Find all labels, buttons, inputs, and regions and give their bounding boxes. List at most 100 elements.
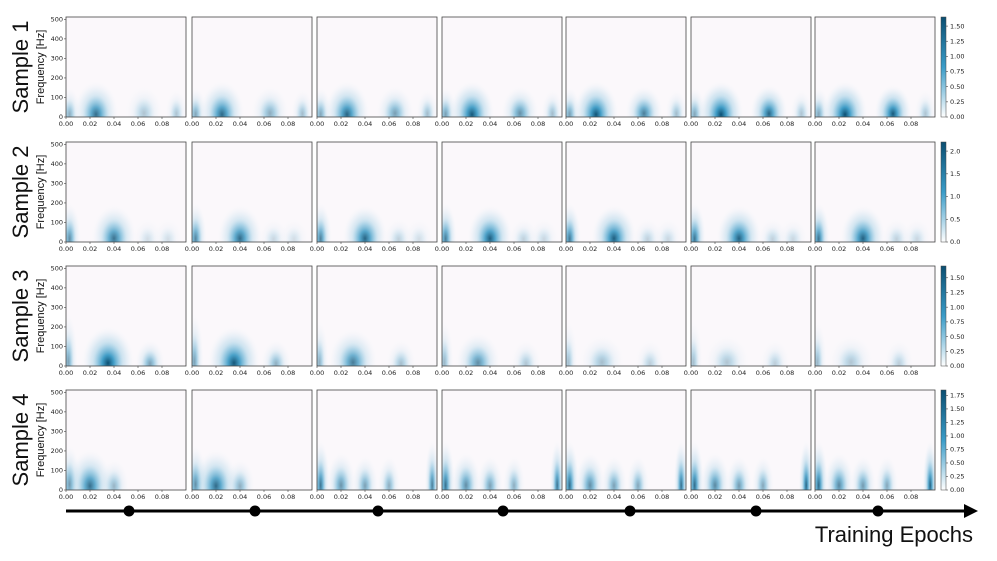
x-tick-label: 0.02 [334,493,348,501]
colorbar: 0.00 0.25 0.50 0.75 1.00 1.25 1.50 [940,265,964,370]
colorbar-tick-label: 1.00 [950,303,964,311]
x-tick-label: 0.02 [209,369,223,377]
x-tick-label: 0.02 [209,493,223,501]
spectral-energy-blob [508,96,532,117]
spectral-energy-blob [66,215,77,242]
y-tick-label: 500 [51,16,63,24]
spectral-energy-blob [587,345,617,366]
spectral-energy-blob [765,348,785,366]
spectrogram-row: Sample 4 Frequency [Hz]0.00 0.02 0.04 0.06 0.… [8,389,964,501]
x-tick-label: 0.06 [756,493,770,501]
spectral-energy-blob [757,95,781,117]
colorbar-tick-label: 1.50 [950,405,964,413]
spectrogram-row: Sample 1 Frequency [Hz]0.00 0.02 0.04 0.06 0.… [8,16,964,128]
spectral-energy-blob [566,215,577,242]
spectrogram-panel: 0.00 0.02 0.04 0.06 0.08 [559,265,687,377]
x-tick-label: 0.06 [507,369,521,377]
x-tick-label: 0.04 [107,369,121,377]
panel-frame [65,16,187,118]
x-tick-label: 0.04 [358,369,372,377]
spectral-energy-blob [691,215,702,242]
x-tick-label: 0.06 [880,369,894,377]
y-tick-label: 300 [51,55,63,63]
spectral-energy-blob [815,215,826,242]
panel-frame [565,141,687,243]
x-tick-label: 0.04 [107,245,121,253]
spectral-energy-blob [264,225,284,242]
x-tick-label: 0.00 [59,493,73,501]
panel-frame [316,389,438,491]
spectral-energy-blob [456,464,476,490]
spectral-energy-blob [442,335,451,366]
spectral-energy-blob [763,225,783,242]
colorbar-tick-label: 0.00 [950,486,964,494]
x-tick-label: 0.08 [904,369,918,377]
x-tick-label: 0.02 [83,369,97,377]
spectral-energy-blob [317,335,326,366]
x-tick-label: 0.04 [483,245,497,253]
colorbar: 0.00 0.25 0.50 0.75 1.00 1.25 1.50 [940,16,964,121]
spectrogram-panel: 0.00 0.02 0.04 0.06 0.08 [310,16,438,128]
spectral-energy-blob [158,225,178,242]
x-tick-label: 0.04 [856,369,870,377]
y-tick-label: 200 [51,447,63,455]
y-tick-label: 100 [51,467,63,475]
panel-frame [441,389,563,491]
x-tick-label: 0.04 [483,120,497,128]
x-tick-label: 0.06 [257,120,271,128]
spectral-energy-blob [140,348,160,366]
x-tick-label: 0.02 [708,245,722,253]
spectral-energy-blob [881,95,905,117]
spectrogram-panel: 0.00 0.02 0.04 0.06 0.08 0 100 200 300 400 500 [51,141,187,253]
spectral-energy-blob [918,98,933,117]
x-tick-label: 0.04 [607,120,621,128]
x-tick-label: 0.00 [310,369,324,377]
x-tick-label: 0.08 [655,245,669,253]
y-tick-label: 300 [51,180,63,188]
spectral-energy-blob [381,466,397,490]
x-tick-label: 0.00 [310,245,324,253]
spectral-energy-blob [383,96,407,117]
y-tick-label: 400 [51,284,63,292]
spectrogram-panel: 0.00 0.02 0.04 0.06 0.08 [808,389,936,501]
panel-frame [690,389,812,491]
x-tick-label: 0.00 [559,120,573,128]
colorbar-scale [940,389,947,491]
x-tick-label: 0.02 [832,245,846,253]
y-tick-label: 100 [51,343,63,351]
panel-frame [690,16,812,118]
x-tick-label: 0.04 [607,245,621,253]
panel-frame [690,265,812,367]
spectrogram-panel: 0.00 0.02 0.04 0.06 0.08 [684,141,812,253]
x-tick-label: 0.08 [281,369,295,377]
x-tick-label: 0.04 [483,493,497,501]
x-tick-label: 0.08 [281,120,295,128]
x-tick-label: 0.08 [904,120,918,128]
colorbar-tick-label: 0.50 [950,333,964,341]
colorbar-tick-label: 1.25 [950,289,964,297]
spectrogram-panel: 0.00 0.02 0.04 0.06 0.08 [808,265,936,377]
spectral-energy-blob [409,225,429,242]
spectral-energy-blob [854,466,872,490]
x-tick-label: 0.02 [708,493,722,501]
colorbar-tick-label: 0.25 [950,473,964,481]
y-tick-label: 100 [51,219,63,227]
x-tick-label: 0.02 [334,369,348,377]
y-axis-label: Frequency [Hz] [35,155,47,230]
x-tick-label: 0.04 [607,369,621,377]
x-tick-label: 0.06 [880,120,894,128]
spectral-energy-blob [724,217,754,242]
spectrogram-panel: 0.00 0.02 0.04 0.06 0.08 [435,389,563,501]
x-tick-label: 0.06 [131,120,145,128]
y-axis-label: Frequency [Hz] [35,30,47,105]
spectrogram-panel: 0.00 0.02 0.04 0.06 0.08 [185,265,313,377]
colorbar-tick-label: 0.50 [950,83,964,91]
panel-frame [316,16,438,118]
spectrogram-panel: 0.00 0.02 0.04 0.06 0.08 [808,141,936,253]
timeline-checkpoints [123,505,884,517]
x-tick-label: 0.00 [559,369,573,377]
x-tick-label: 0.00 [59,245,73,253]
panel-frame [814,389,936,491]
colorbar-tick-label: 2.0 [950,147,960,155]
spectral-energy-blob [104,469,124,490]
